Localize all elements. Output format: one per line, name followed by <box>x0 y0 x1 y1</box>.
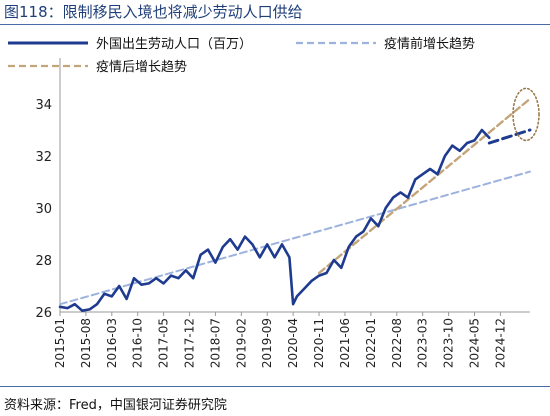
x-tick-label: 2021-06 <box>338 318 352 368</box>
x-tick-label: 2022-08 <box>390 318 404 368</box>
x-tick-label: 2018-07 <box>208 318 222 368</box>
y-tick-label: 30 <box>35 202 52 217</box>
bottom-divider <box>0 386 550 387</box>
figure-title: 图118：限制移民入境也将减少劳动人口供给 <box>4 3 303 21</box>
x-tick-label: 2016-10 <box>131 318 145 368</box>
forecast-highlight-circle <box>512 87 540 142</box>
x-tick-label: 2023-10 <box>442 318 456 368</box>
series-lines <box>58 97 532 312</box>
top-divider <box>0 24 550 25</box>
x-tick-label: 2017-12 <box>183 318 197 368</box>
x-tick-label: 2020-11 <box>312 318 326 368</box>
series-post-trend-line <box>317 97 532 275</box>
series-actual-line <box>58 128 491 312</box>
legend-label: 疫情后增长趋势 <box>96 59 187 75</box>
series-markers <box>59 87 540 311</box>
y-tick-label: 34 <box>35 98 52 113</box>
x-tick-label: 2017-05 <box>157 318 171 368</box>
x-tick-label: 2020-04 <box>286 318 300 368</box>
x-tick-label: 2024-05 <box>467 318 481 368</box>
x-tick-label: 2024-12 <box>493 318 507 368</box>
x-tick-label: 2019-09 <box>260 318 274 368</box>
x-tick-label: 2016-03 <box>105 318 119 368</box>
x-tick-label: 2015-08 <box>79 318 93 368</box>
legend-label: 外国出生劳动人口（百万） <box>96 36 252 52</box>
y-tick-label: 26 <box>35 306 52 321</box>
axes: 26 28 30 32 34 2015-01 2015-08 2016-03 2016-10 20… <box>35 58 530 368</box>
legend-label: 疫情前增长趋势 <box>384 36 475 52</box>
x-tick-label: 2015-01 <box>53 318 67 368</box>
x-tick-label: 2022-01 <box>364 318 378 368</box>
x-tick-label: 2019-02 <box>234 318 248 368</box>
source-note: 资料来源：Fred，中国银河证券研究院 <box>4 398 227 413</box>
x-tick-label: 2023-03 <box>416 318 430 368</box>
y-tick-label: 32 <box>35 150 52 165</box>
series-forecast-line <box>487 128 532 145</box>
y-tick-label: 28 <box>35 254 52 269</box>
